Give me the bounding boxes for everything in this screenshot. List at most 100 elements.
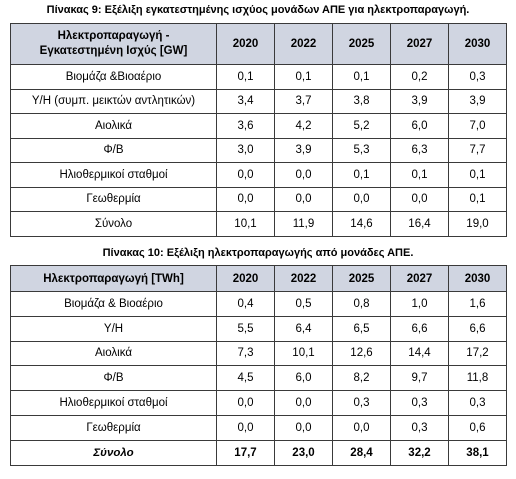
cell-value: 10,1: [274, 340, 333, 367]
cell-value: 0,0: [216, 186, 275, 212]
installed-capacity-table: Ηλεκτροπαραγωγή - Εγκατεστημένη Ισχύς [G…: [10, 23, 507, 237]
cell-value: 3,4: [216, 88, 275, 114]
cell-value: 5,3: [332, 137, 391, 163]
header-year: 2022: [274, 23, 333, 65]
cell-value: 0,1: [332, 162, 391, 188]
cell-value: 3,9: [390, 88, 449, 114]
cell-value: 11,9: [274, 211, 333, 237]
cell-value: 28,4: [332, 439, 391, 466]
header-year: 2030: [448, 265, 507, 292]
cell-value: 0,3: [332, 390, 391, 416]
cell-value: 0,1: [274, 64, 333, 90]
cell-value: 0,5: [274, 291, 333, 317]
cell-value: 7,3: [216, 340, 275, 367]
row-label: Βιομάζα &Βιοαέριο: [10, 64, 217, 90]
row-label: Φ/Β: [10, 137, 217, 163]
header-year: 2025: [332, 265, 391, 292]
table-row: Ηλιοθερμικοί σταθμοί 0,0 0,0 0,1 0,1 0,1: [10, 162, 507, 188]
cell-value: 16,4: [390, 211, 449, 237]
cell-value: 3,9: [448, 88, 507, 114]
cell-value: 0,1: [332, 64, 391, 90]
cell-value: 38,1: [448, 439, 507, 466]
header-label-line2: Εγκατεστημένη Ισχύς [GW]: [39, 45, 188, 57]
cell-value: 4,2: [274, 113, 333, 139]
cell-value: 3,9: [274, 137, 333, 163]
row-label: Γεωθερμία: [10, 186, 217, 212]
cell-value: 0,0: [274, 390, 333, 416]
cell-value: 3,8: [332, 88, 391, 114]
cell-value: 0,4: [216, 291, 275, 317]
header-label-line1: Ηλεκτροπαραγωγή -: [57, 30, 170, 42]
cell-value: 8,2: [332, 365, 391, 392]
cell-value: 7,0: [448, 113, 507, 139]
table-row: Γεωθερμία 0,0 0,0 0,0 0,0 0,1: [10, 186, 507, 212]
table-row: Φ/Β 3,0 3,9 5,3 6,3 7,7: [10, 137, 507, 163]
cell-value: 23,0: [274, 439, 333, 466]
cell-value: 11,8: [448, 365, 507, 392]
row-label: Υ/Η: [10, 315, 217, 342]
cell-value: 5,5: [216, 315, 275, 342]
cell-value: 6,6: [448, 315, 507, 342]
cell-value: 0,8: [332, 291, 391, 317]
row-label: Αιολικά: [10, 113, 217, 139]
row-label: Σύνολο: [10, 439, 217, 466]
cell-value: 0,0: [274, 414, 333, 441]
cell-value: 9,7: [390, 365, 449, 392]
cell-value: 1,0: [390, 291, 449, 317]
cell-value: 6,0: [274, 365, 333, 392]
cell-value: 0,1: [448, 162, 507, 188]
row-label: Ηλιοθερμικοί σταθμοί: [10, 390, 217, 416]
cell-value: 0,0: [216, 162, 275, 188]
cell-value: 0,3: [390, 390, 449, 416]
cell-value: 6,0: [390, 113, 449, 139]
header-year: 2022: [274, 265, 333, 292]
row-label: Γεωθερμία: [10, 414, 217, 441]
cell-value: 6,4: [274, 315, 333, 342]
table-row: Γεωθερμία 0,0 0,0 0,0 0,3 0,6: [10, 414, 507, 441]
table-row: Ηλιοθερμικοί σταθμοί 0,0 0,0 0,3 0,3 0,3: [10, 390, 507, 416]
row-label: Αιολικά: [10, 340, 217, 367]
cell-value: 5,2: [332, 113, 391, 139]
electricity-generation-table: Ηλεκτροπαραγωγή [TWh] 2020 2022 2025 202…: [10, 265, 507, 466]
cell-value: 1,6: [448, 291, 507, 317]
cell-value: 0,6: [448, 414, 507, 441]
cell-value: 0,0: [390, 186, 449, 212]
header-year: 2030: [448, 23, 507, 65]
cell-value: 0,0: [216, 390, 275, 416]
cell-value: 0,3: [390, 414, 449, 441]
cell-value: 19,0: [448, 211, 507, 237]
cell-value: 4,5: [216, 365, 275, 392]
cell-value: 3,7: [274, 88, 333, 114]
table-row: Αιολικά 7,3 10,1 12,6 14,4 17,2: [10, 340, 507, 367]
cell-value: 0,1: [390, 162, 449, 188]
cell-value: 0,0: [274, 186, 333, 212]
header-year: 2025: [332, 23, 391, 65]
table-header-row: Ηλεκτροπαραγωγή [TWh] 2020 2022 2025 202…: [10, 265, 507, 292]
table-row: Αιολικά 3,6 4,2 5,2 6,0 7,0: [10, 113, 507, 139]
cell-value: 32,2: [390, 439, 449, 466]
header-label: Ηλεκτροπαραγωγή - Εγκατεστημένη Ισχύς [G…: [10, 23, 217, 65]
cell-value: 0,3: [448, 390, 507, 416]
cell-value: 6,3: [390, 137, 449, 163]
total-row: Σύνολο 10,1 11,9 14,6 16,4 19,0: [10, 211, 507, 237]
row-label: Ηλιοθερμικοί σταθμοί: [10, 162, 217, 188]
cell-value: 0,1: [216, 64, 275, 90]
row-label: Σύνολο: [10, 211, 217, 237]
cell-value: 0,0: [274, 162, 333, 188]
header-year: 2027: [390, 265, 449, 292]
row-label: Υ/Η (συμπ. μεικτών αντλητικών): [10, 88, 217, 114]
cell-value: 0,0: [332, 414, 391, 441]
header-year: 2020: [216, 265, 275, 292]
table-row: Φ/Β 4,5 6,0 8,2 9,7 11,8: [10, 365, 507, 392]
table2-caption: Πίνακας 10: Εξέλιξη ηλεκτροπαραγωγής από…: [102, 247, 414, 259]
cell-value: 14,6: [332, 211, 391, 237]
cell-value: 14,4: [390, 340, 449, 367]
row-label: Βιομάζα & Βιοαέριο: [10, 291, 217, 317]
table-header-row: Ηλεκτροπαραγωγή - Εγκατεστημένη Ισχύς [G…: [10, 23, 507, 65]
header-year: 2020: [216, 23, 275, 65]
cell-value: 6,6: [390, 315, 449, 342]
cell-value: 3,0: [216, 137, 275, 163]
cell-value: 0,2: [390, 64, 449, 90]
cell-value: 10,1: [216, 211, 275, 237]
cell-value: 12,6: [332, 340, 391, 367]
